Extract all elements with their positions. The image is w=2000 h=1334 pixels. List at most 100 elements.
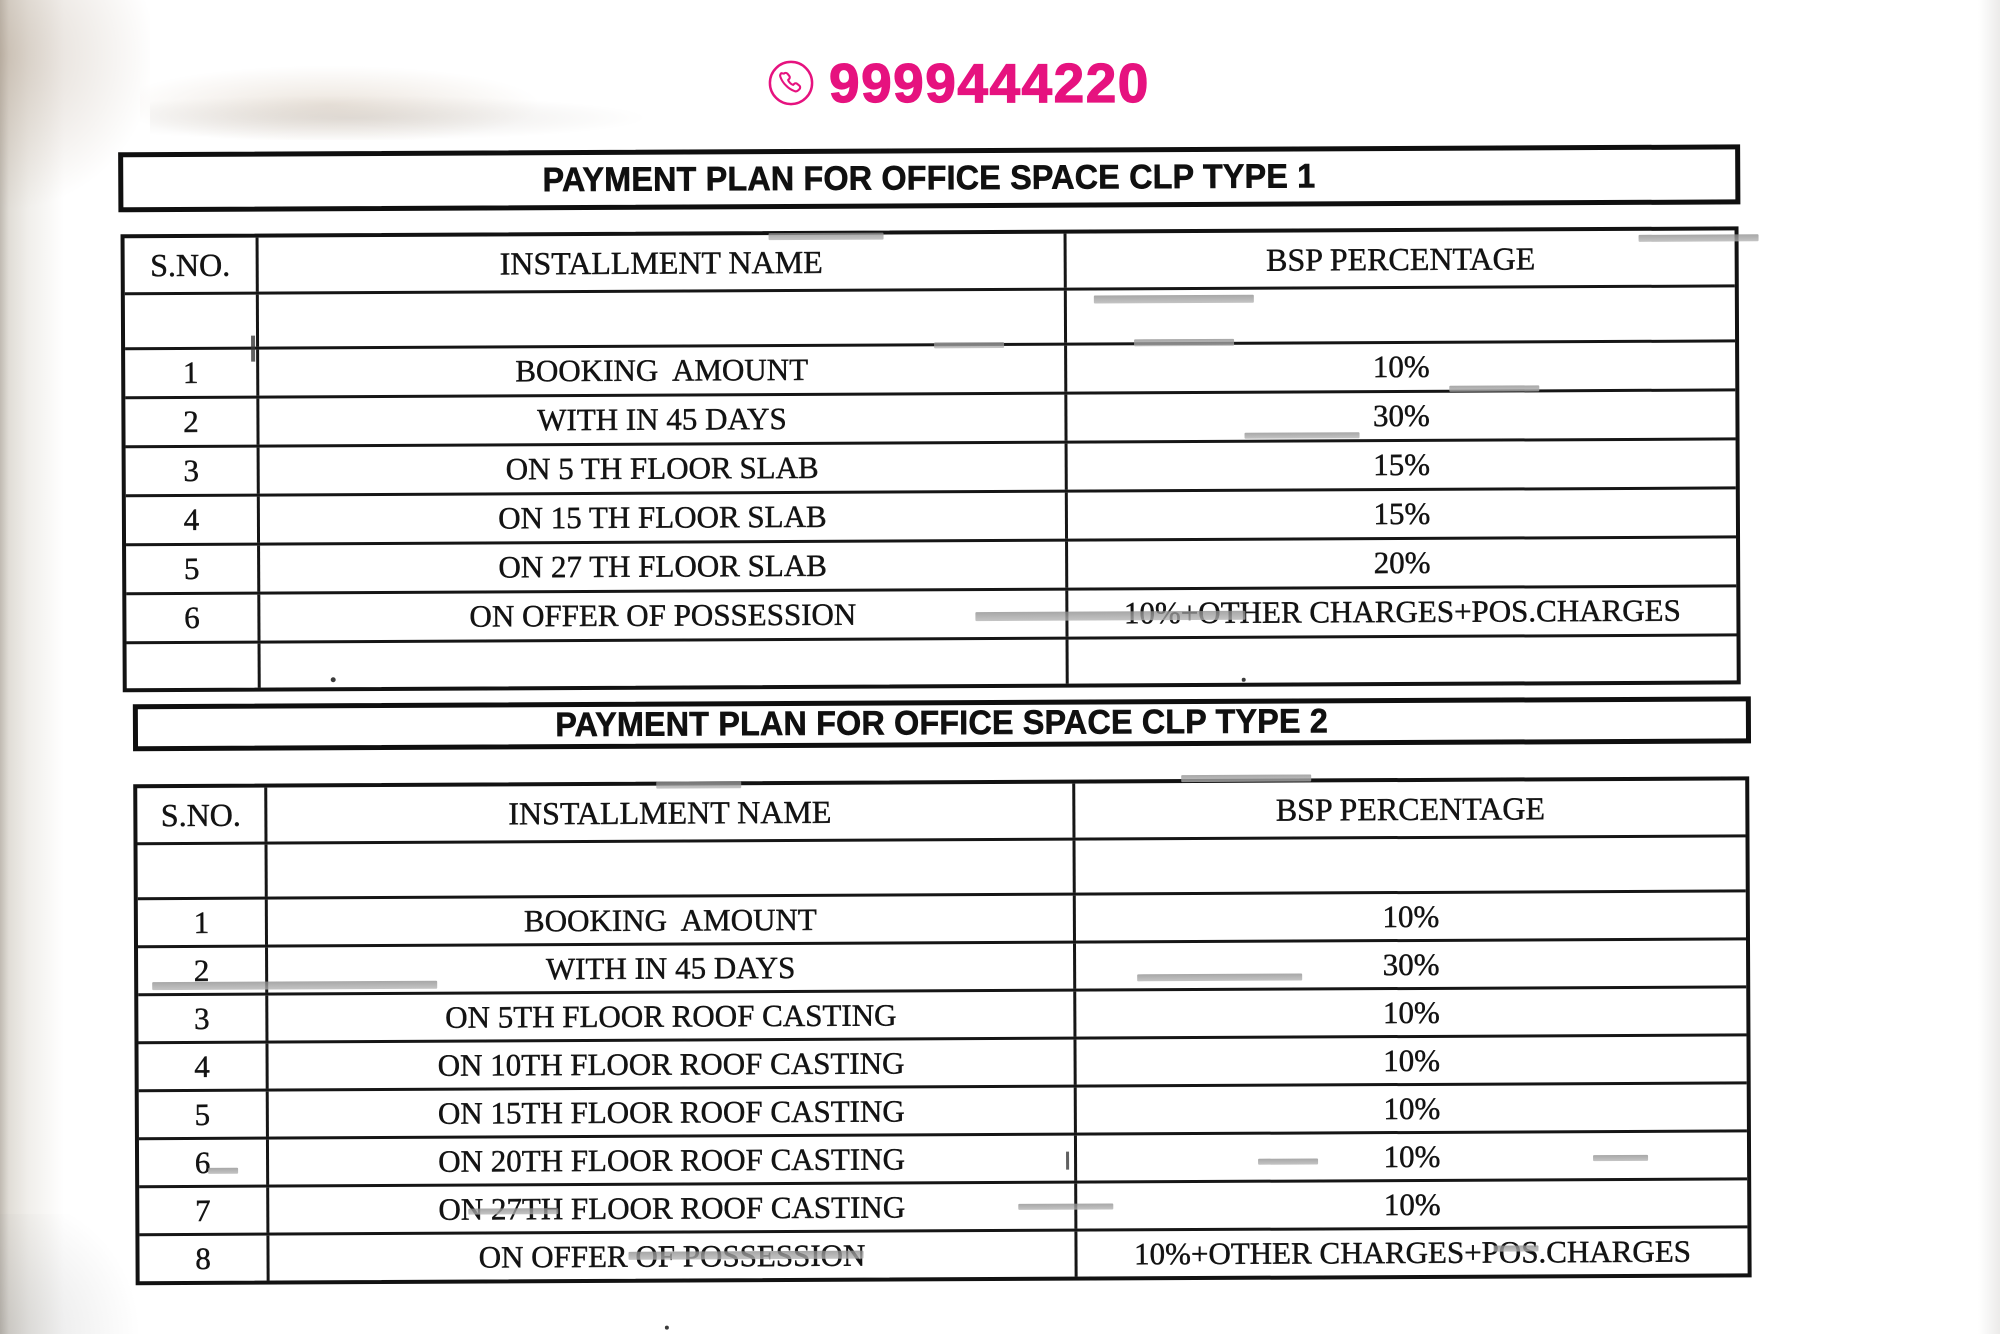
cell-bsp-percentage: 10%	[1383, 1186, 1441, 1222]
paper-left-edge-shade	[0, 0, 64, 1334]
table1-title-box: PAYMENT PLAN FOR OFFICE SPACE CLP TYPE 1	[118, 144, 1741, 213]
scan-artifact	[1018, 1203, 1114, 1210]
table-row: 3 ON 5TH FLOOR ROOF CASTING 10%	[138, 985, 1747, 1042]
table-header-row: S.NO. INSTALLMENT NAME BSP PERCENTAGE	[124, 230, 1735, 293]
cell-bsp-percentage: 10%+OTHER CHARGES+POS.CHARGES	[1133, 1233, 1692, 1271]
scan-artifact	[1244, 432, 1360, 439]
scan-artifact	[1638, 234, 1759, 242]
cell-bsp-percentage: 15%	[1373, 446, 1431, 483]
ink-dot	[664, 1325, 669, 1330]
header-bsp-percentage: BSP PERCENTAGE	[1275, 789, 1546, 828]
cell-bsp-percentage: 20%	[1373, 544, 1431, 581]
scan-artifact	[468, 1208, 559, 1215]
cell-serial-number: 6	[126, 594, 261, 642]
cell-serial-number: 1	[125, 349, 260, 397]
cell-installment-name: ON 27TH FLOOR ROOF CASTING	[269, 1183, 1078, 1233]
cell-serial-number: 5	[138, 1091, 269, 1138]
header-sno: S.NO.	[124, 237, 259, 293]
cell-bsp-percentage: 10%	[1383, 1042, 1441, 1078]
table-row: 3 ON 5 TH FLOOR SLAB 15%	[125, 437, 1736, 495]
scan-artifact	[768, 232, 884, 241]
cell-serial-number: 4	[138, 1043, 269, 1090]
table-row: 4 ON 15 TH FLOOR SLAB 15%	[125, 486, 1737, 544]
table-row: 5 ON 27 TH FLOOR SLAB 20%	[126, 535, 1737, 593]
cell-serial-number: 2	[125, 398, 260, 446]
cell-bsp-percentage: 10%	[1382, 994, 1440, 1030]
cell-serial-number: 3	[125, 447, 260, 495]
cell-installment-name: ON 10TH FLOOR ROOF CASTING	[268, 1039, 1077, 1089]
cell-bsp-percentage: 10%	[1382, 898, 1440, 934]
empty-row	[124, 284, 1736, 348]
phone-number: 9999444220	[828, 52, 1150, 114]
cell-installment-name: ON 27 TH FLOOR SLAB	[260, 541, 1069, 592]
table1-title: PAYMENT PLAN FOR OFFICE SPACE CLP TYPE 1	[542, 156, 1316, 199]
cell-installment-name: ON 5 TH FLOOR SLAB	[259, 443, 1068, 494]
table2-title: PAYMENT PLAN FOR OFFICE SPACE CLP TYPE 2	[555, 702, 1329, 745]
scan-artifact	[1258, 1158, 1319, 1165]
table2-title-box: PAYMENT PLAN FOR OFFICE SPACE CLP TYPE 2	[132, 696, 1752, 752]
cell-serial-number: 3	[138, 995, 269, 1042]
cell-installment-name: ON 5TH FLOOR ROOF CASTING	[268, 991, 1077, 1041]
table-row: 8 ON OFFER OF POSSESSION 10%+OTHER CHARG…	[139, 1225, 1748, 1282]
table-row: 5 ON 15TH FLOOR ROOF CASTING 10%	[138, 1081, 1747, 1138]
scan-artifact	[934, 341, 1005, 349]
cell-installment-name: ON 20TH FLOOR ROOF CASTING	[268, 1135, 1078, 1185]
ink-dot	[330, 677, 336, 683]
cell-serial-number: 5	[126, 545, 261, 593]
cell-bsp-percentage: 30%	[1382, 946, 1440, 982]
table-row: 1 BOOKING AMOUNT 10%	[137, 889, 1746, 946]
paper-right-edge-shade	[1978, 0, 2000, 1334]
cell-serial-number: 1	[137, 899, 268, 946]
paper-top-left-shade	[0, 0, 150, 220]
table-row: 6 ON OFFER OF POSSESSION 10%+OTHER CHARG…	[126, 584, 1737, 642]
scan-artifact	[975, 610, 1246, 622]
header-bsp-percentage: BSP PERCENTAGE	[1265, 239, 1536, 278]
table-row: 6 ON 20TH FLOOR ROOF CASTING 10%	[138, 1129, 1748, 1186]
table-row: 4 ON 10TH FLOOR ROOF CASTING 10%	[138, 1033, 1747, 1090]
cell-installment-name: ON 15TH FLOOR ROOF CASTING	[268, 1087, 1077, 1137]
cell-serial-number: 6	[138, 1139, 270, 1186]
header-sno: S.NO.	[137, 787, 268, 843]
cell-bsp-percentage: 30%	[1372, 397, 1430, 434]
paper-bottom-left-shade	[0, 1214, 160, 1334]
empty-row	[137, 834, 1746, 898]
table-row: 7 ON 27TH FLOOR ROOF CASTING 10%	[139, 1177, 1748, 1234]
cell-bsp-percentage: 15%	[1373, 495, 1431, 532]
table-row: 2 WITH IN 45 DAYS 30%	[125, 388, 1736, 446]
cell-bsp-percentage: 10%	[1383, 1090, 1441, 1126]
ink-dot	[1241, 677, 1246, 682]
phone-icon	[768, 60, 814, 106]
phone-header: 9999444220	[768, 52, 1150, 114]
cell-installment-name: BOOKING AMOUNT	[267, 895, 1076, 945]
cell-serial-number: 8	[139, 1235, 270, 1282]
scan-artifact	[1093, 294, 1254, 304]
scan-artifact	[208, 1167, 239, 1174]
payment-table-2: S.NO. INSTALLMENT NAME BSP PERCENTAGE 1 …	[133, 776, 1752, 1286]
payment-table-1: S.NO. INSTALLMENT NAME BSP PERCENTAGE 1 …	[120, 226, 1741, 693]
scan-artifact	[628, 1250, 864, 1260]
paper-smudge	[140, 62, 560, 140]
ink-tick	[1066, 1151, 1070, 1170]
cell-installment-name: BOOKING AMOUNT	[259, 345, 1068, 396]
scan-artifact	[656, 781, 742, 789]
scan-artifact	[1134, 338, 1235, 347]
cell-serial-number: 7	[139, 1187, 270, 1234]
paper-smudge	[150, 95, 650, 141]
scan-artifact	[1449, 385, 1540, 392]
cell-installment-name: WITH IN 45 DAYS	[259, 394, 1068, 445]
scan-artifact	[1493, 1245, 1539, 1252]
cell-bsp-percentage: 10%	[1372, 348, 1430, 385]
scan-artifact	[1593, 1154, 1649, 1162]
cell-installment-name: ON 15 TH FLOOR SLAB	[259, 492, 1069, 543]
scan-artifact	[152, 980, 438, 991]
scan-artifact	[1137, 973, 1303, 982]
cell-installment-name: ON OFFER OF POSSESSION	[260, 590, 1069, 641]
header-installment-name: INSTALLMENT NAME	[267, 783, 1076, 842]
cell-serial-number: 4	[125, 496, 261, 544]
table-header-row: S.NO. INSTALLMENT NAME BSP PERCENTAGE	[137, 780, 1745, 843]
ink-tick	[251, 335, 256, 362]
header-installment-name: INSTALLMENT NAME	[258, 233, 1067, 292]
scan-artifact	[1181, 774, 1312, 783]
